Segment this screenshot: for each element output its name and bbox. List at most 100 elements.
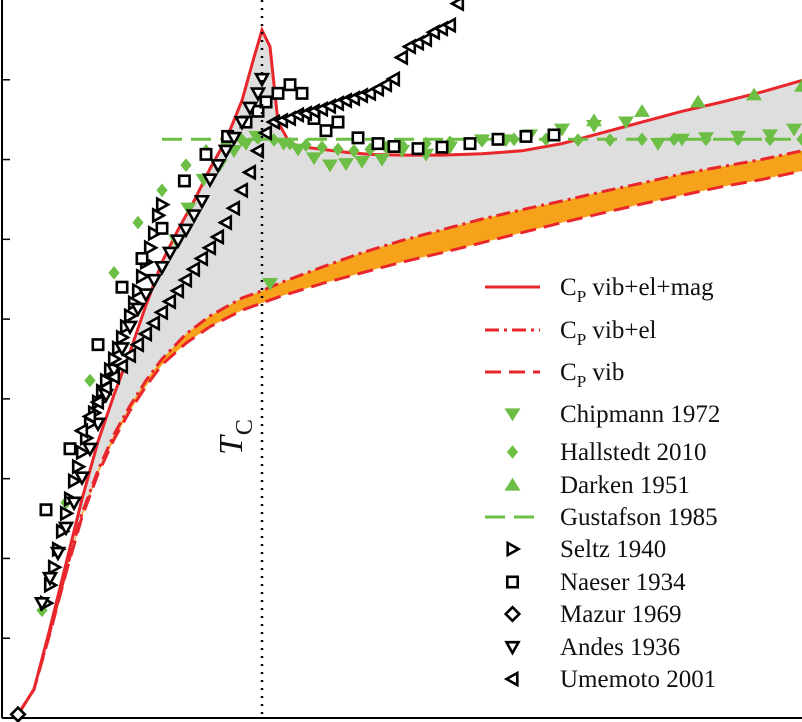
marker-seltz-1940	[155, 196, 171, 213]
marker-naeser-1934	[547, 128, 561, 142]
marker-hallstedt-2010	[796, 132, 802, 147]
curve-vib	[16, 169, 802, 716]
marker-naeser-1934	[371, 137, 385, 151]
legend-label: CP vib+el	[560, 317, 657, 349]
marker-umemoto-2001	[89, 393, 105, 411]
marker-andes-1936	[177, 223, 195, 239]
marker-naeser-1934	[63, 442, 77, 456]
marker-umemoto-2001	[241, 164, 257, 181]
marker-andes-1936	[217, 144, 235, 160]
marker-hallstedt-2010	[316, 140, 328, 154]
legend-label: Gustafson 1985	[560, 504, 718, 531]
marker-naeser-1934	[177, 174, 191, 188]
legend-label: Chipmann 1972	[560, 401, 720, 428]
marker-andes-1936	[201, 173, 219, 189]
legend-marker	[503, 670, 519, 688]
marker-hallstedt-2010	[636, 132, 648, 147]
marker-hallstedt-2010	[180, 158, 192, 172]
legend-item: Naeser 1934	[505, 569, 686, 596]
marker-andes-1936	[253, 72, 271, 88]
marker-andes-1936	[233, 115, 251, 131]
legend-label: Darken 1951	[560, 472, 690, 499]
marker-hallstedt-2010	[476, 133, 488, 148]
marker-umemoto-2001	[217, 214, 233, 231]
marker-andes-1936	[65, 496, 83, 512]
marker-naeser-1934	[199, 147, 213, 161]
marker-umemoto-2001	[441, 16, 457, 34]
legend-label: CP vib+el+mag	[560, 274, 714, 306]
marker-umemoto-2001	[385, 70, 401, 88]
marker-seltz-1940	[123, 307, 139, 325]
legend-label: Andes 1936	[560, 634, 680, 661]
marker-hallstedt-2010	[348, 143, 360, 158]
marker-darken-1951	[634, 104, 650, 117]
marker-umemoto-2001	[449, 0, 465, 12]
marker-naeser-1934	[259, 95, 273, 109]
marker-darken-1951	[690, 94, 706, 108]
marker-andes-1936	[153, 260, 171, 276]
marker-andes-1936	[57, 521, 75, 537]
marker-darken-1951	[794, 78, 802, 92]
marker-andes-1936	[145, 273, 163, 289]
marker-andes-1936	[249, 87, 267, 103]
marker-andes-1936	[209, 159, 227, 174]
marker-darken-1951	[586, 113, 602, 127]
marker-naeser-1934	[271, 86, 285, 100]
marker-naeser-1934	[319, 124, 333, 138]
marker-andes-1936	[121, 320, 139, 336]
marker-seltz-1940	[143, 239, 159, 256]
marker-andes-1936	[73, 471, 91, 487]
legend-item: CP vib	[485, 359, 624, 391]
legend-marker	[506, 445, 519, 459]
marker-seltz-1940	[71, 458, 87, 475]
marker-umemoto-2001	[105, 368, 121, 386]
marker-naeser-1934	[155, 221, 169, 235]
marker-andes-1936	[49, 546, 67, 562]
marker-chipmann-1972	[180, 202, 197, 216]
marker-chipmann-1972	[786, 123, 802, 137]
legend-item: Mazur 1969	[503, 601, 682, 628]
marker-seltz-1940	[59, 505, 75, 522]
legend-marker	[504, 408, 521, 422]
marker-andes-1936	[161, 246, 179, 262]
marker-naeser-1934	[39, 503, 53, 517]
marker-andes-1936	[185, 209, 203, 225]
legend-item: Chipmann 1972	[504, 401, 720, 428]
marker-umemoto-2001	[121, 347, 137, 364]
data-markers	[9, 0, 802, 722]
marker-chipmann-1972	[338, 158, 354, 171]
legend-label: Mazur 1969	[560, 601, 682, 628]
legend-marker	[503, 605, 522, 623]
marker-umemoto-2001	[129, 336, 145, 353]
legend-item: CP vib+el+mag	[485, 274, 714, 306]
marker-umemoto-2001	[169, 282, 185, 299]
marker-naeser-1934	[295, 86, 309, 100]
legend-label: Seltz 1940	[560, 536, 666, 563]
marker-naeser-1934	[331, 115, 345, 129]
marker-chipmann-1972	[674, 133, 690, 147]
marker-umemoto-2001	[257, 124, 273, 142]
tc-label: TC	[213, 419, 258, 455]
marker-andes-1936	[129, 302, 147, 318]
marker-umemoto-2001	[161, 293, 177, 310]
marker-naeser-1934	[519, 129, 533, 143]
marker-naeser-1934	[411, 142, 425, 156]
marker-chipmann-1972	[306, 152, 322, 166]
marker-seltz-1940	[135, 268, 151, 285]
legend-item: Andes 1936	[504, 634, 680, 661]
marker-chipmann-1972	[650, 138, 666, 151]
marker-hallstedt-2010	[156, 183, 168, 198]
marker-naeser-1934	[283, 78, 297, 92]
marker-umemoto-2001	[73, 422, 89, 440]
marker-hallstedt-2010	[700, 132, 712, 147]
marker-naeser-1934	[387, 139, 401, 153]
marker-hallstedt-2010	[732, 132, 744, 147]
marker-naeser-1934	[463, 137, 477, 151]
marker-andes-1936	[113, 342, 131, 357]
marker-naeser-1934	[351, 131, 365, 145]
marker-hallstedt-2010	[84, 373, 96, 388]
legend-marker	[506, 540, 522, 558]
marker-umemoto-2001	[225, 200, 241, 217]
marker-andes-1936	[81, 442, 99, 458]
